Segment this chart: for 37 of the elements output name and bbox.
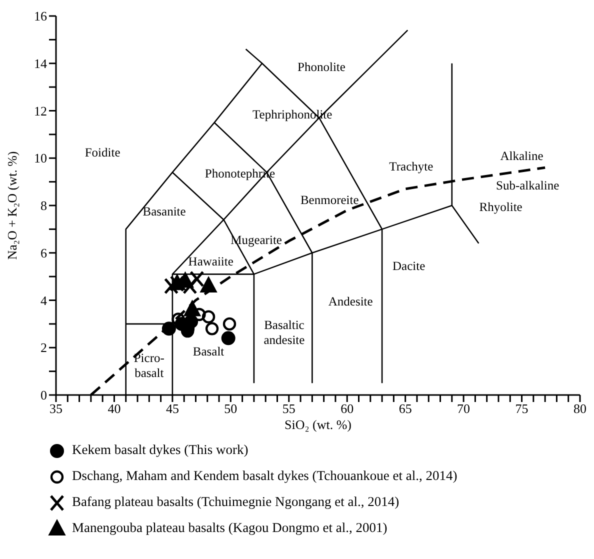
annotation: Basalt xyxy=(192,344,225,358)
x-axis-title: SiO₂ (wt. %) xyxy=(284,417,352,432)
annotation: Dacite xyxy=(392,258,426,273)
annotation: Rhyolite xyxy=(479,200,523,214)
y-tick-label: 8 xyxy=(40,198,47,214)
annotation: Benmoreite xyxy=(300,192,360,207)
x-tick-label: 75 xyxy=(515,401,528,416)
x-tick-label: 40 xyxy=(108,401,121,416)
y-tick-label: 16 xyxy=(34,8,48,24)
y-tick-label: 12 xyxy=(34,103,47,118)
y-tick-label: 4 xyxy=(40,292,48,308)
x-tick-label: 80 xyxy=(574,401,586,416)
y-tick-label: 6 xyxy=(40,245,48,260)
legend-label: Dschang, Maham and Kendem basalt dykes (Tchouankoue et al., 2014) xyxy=(72,468,458,484)
legend-label: Kekem basalt dykes (This work) xyxy=(72,442,248,458)
legend-label: Manengouba plateau basalts (Kagou Dongmo et al., 2001) xyxy=(72,520,388,536)
annotation: Basaltic andesite xyxy=(264,318,306,347)
x-tick-label: 45 xyxy=(166,401,179,416)
x-tick-label: 65 xyxy=(398,401,412,416)
legend-label: Bafang plateau basalts (Tchuimegnie Ngongang et al., 2014) xyxy=(72,494,400,510)
x-tick-label: 55 xyxy=(282,401,296,416)
x-tick-label: 35 xyxy=(50,401,62,416)
y-tick-label: 2 xyxy=(40,340,47,356)
annotation: Alkaline xyxy=(500,148,544,163)
y-tick-label: 10 xyxy=(34,150,47,166)
y-tick-label: 14 xyxy=(34,56,48,71)
annotation: Foidite xyxy=(84,145,121,160)
x-tick-label: 60 xyxy=(340,401,354,416)
x-tick-label: 70 xyxy=(457,401,470,416)
annotation: Hawaiite xyxy=(188,254,234,268)
annotation: Basanite xyxy=(142,204,186,218)
x-tick-label: 50 xyxy=(224,401,238,416)
annotation: Trachyte xyxy=(389,159,434,174)
y-tick-label: 0 xyxy=(40,388,47,403)
annotation: Andesite xyxy=(328,294,374,308)
annotation: Phonolite xyxy=(298,60,346,74)
annotation: Sub-alkaline xyxy=(496,178,560,192)
